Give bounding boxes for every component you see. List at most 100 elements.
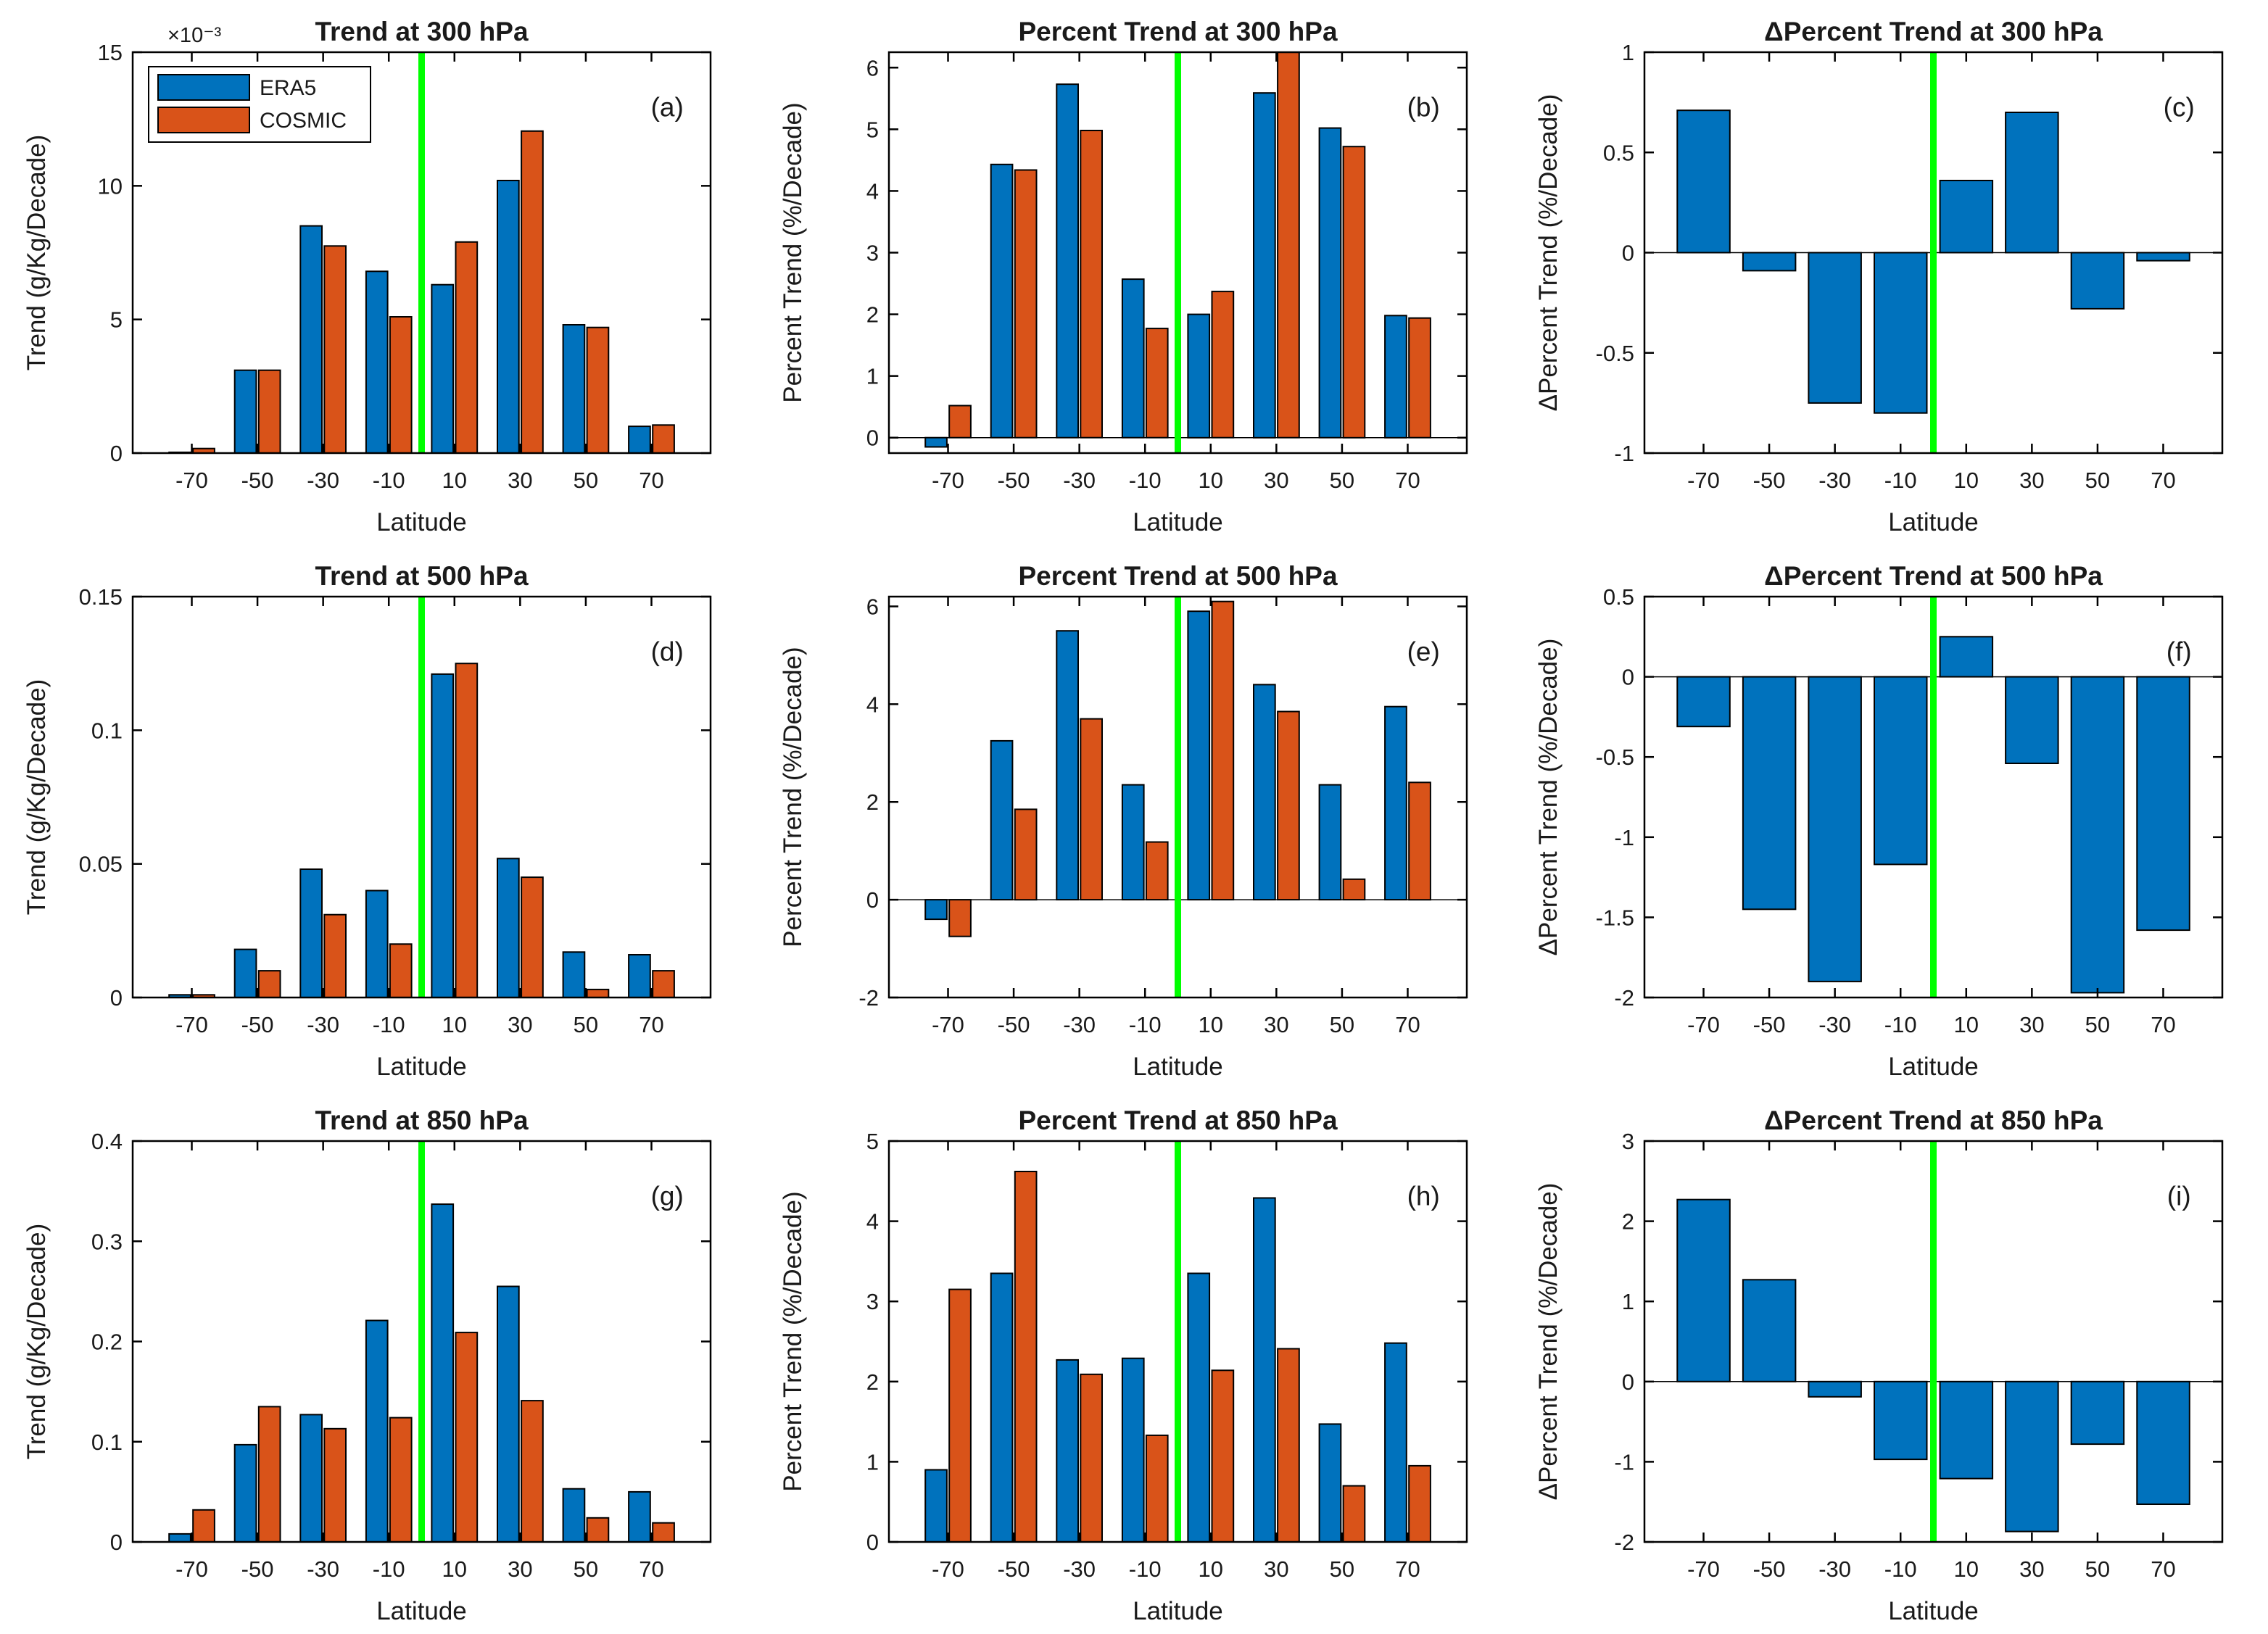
panel-title: Trend at 300 hPa [315,17,528,46]
bar [233,1443,257,1543]
x-tick-label: 10 [442,468,467,493]
x-tick-label: -70 [932,1556,964,1582]
x-tick-label: 50 [1330,1556,1354,1582]
x-tick-label: -50 [241,1556,274,1582]
panel-letter: (c) [2164,92,2195,122]
y-tick-label: 4 [866,692,879,717]
x-tick-label: 30 [1264,1012,1288,1037]
bars-cosmic [192,130,675,455]
x-tick-label: -10 [373,1556,405,1582]
y-tick-label: 3 [1622,1129,1634,1154]
axes-box [1643,1140,2224,1543]
y-tick-label: 0.2 [91,1330,123,1355]
x-tick-label: -10 [1129,1012,1162,1037]
x-tick-label: 10 [1954,1556,1979,1582]
bars-delta [1676,109,2190,414]
x-tick-label: -10 [1884,1012,1917,1037]
bar [1080,718,1103,901]
bar [233,948,257,998]
axis-ticks [889,597,1467,999]
bar [1939,1380,1994,1480]
bar [1014,808,1038,901]
bar [2136,1380,2190,1505]
x-tick-label: -10 [373,468,405,493]
x-tick-label: -30 [307,1556,339,1582]
bar [1121,1357,1145,1543]
bar [1742,676,1797,911]
y-axis-label: Percent Trend (%/Decade) [779,647,807,947]
bars-era5 [168,180,651,455]
bar [2070,676,2125,994]
panel-letter: (b) [1407,92,1440,122]
bar [365,889,389,998]
bar [948,1288,972,1543]
bars-era5 [924,83,1407,448]
x-tick-label: 10 [1954,1012,1979,1037]
bar [628,426,651,454]
x-axis-label: Latitude [376,508,467,536]
x-tick-label: -10 [1884,468,1917,493]
bar [990,1272,1014,1543]
x-tick-label: -30 [1818,1556,1851,1582]
y-tick-label: 0.1 [91,718,123,743]
x-tick-label: -70 [175,1012,208,1037]
bar [1939,636,1994,678]
axes-box [131,595,712,999]
panel-e: -70 -50 -30 -10 10 30 50 70 -2 0 2 4 6 Percent Trend … [756,544,1512,1090]
bar [192,1509,215,1543]
bar [1211,291,1235,439]
panel-title: Trend at 500 hPa [315,561,528,591]
bar [1408,781,1431,901]
x-axis-label: Latitude [1888,1053,1979,1081]
bar [1253,1197,1276,1543]
bar [1874,676,1928,866]
panel-a: -70 -50 -30 -10 10 30 50 70 0 5 10 15 Trend at 300 h… [0,0,756,545]
y-tick-label: 2 [866,789,879,815]
bar [1384,315,1407,439]
y-tick-label: -1 [1614,1449,1634,1475]
bar [2005,1380,2059,1533]
y-tick-label: 4 [866,1209,879,1235]
x-tick-label: 10 [442,1556,467,1582]
axes-box [131,51,712,455]
x-tick-label: 30 [1264,468,1288,493]
x-tick-label: -50 [998,1012,1030,1037]
bar [1056,1359,1079,1543]
panel-title: ΔPercent Trend at 850 hPa [1764,1106,2103,1135]
bar [1318,1423,1342,1543]
y-tick-label: 0.5 [1603,140,1634,165]
bar [497,1285,520,1543]
legend-label-era5: ERA5 [260,76,316,100]
x-axis-label: Latitude [1133,508,1223,536]
y-tick-label: 2 [866,1369,879,1395]
bar [1187,610,1211,901]
bar [323,913,347,999]
y-tick-label: 1 [866,1449,879,1475]
y-tick-label: 1 [866,364,879,389]
bar [1056,83,1079,439]
x-tick-label: 70 [1395,468,1420,493]
bars-cosmic [948,1171,1431,1543]
y-tick-label: 0 [110,985,123,1011]
bars-cosmic [948,600,1431,937]
y-tick-label: 10 [98,173,123,199]
bar [562,1488,586,1543]
y-tick-label: 2 [866,302,879,328]
bar [652,1522,675,1543]
x-axis-label: Latitude [376,1597,467,1625]
bar [365,270,389,454]
panel-b: -70 -50 -30 -10 10 30 50 70 0 1 2 3 4 5 6 Percent Trend… [756,0,1512,545]
bar [1080,1373,1103,1543]
x-tick-label: -30 [307,1012,339,1037]
x-tick-label: 50 [574,1012,598,1037]
bar [562,324,586,454]
x-axis-label: Latitude [1888,508,1979,536]
x-tick-label: 30 [2019,1556,2044,1582]
x-tick-label: -30 [1063,1556,1096,1582]
axis-ticks [889,1140,1467,1543]
bar [1318,784,1342,901]
x-tick-label: -70 [932,1012,964,1037]
y-tick-label: -2 [1614,1530,1634,1555]
bar [1676,676,1731,728]
